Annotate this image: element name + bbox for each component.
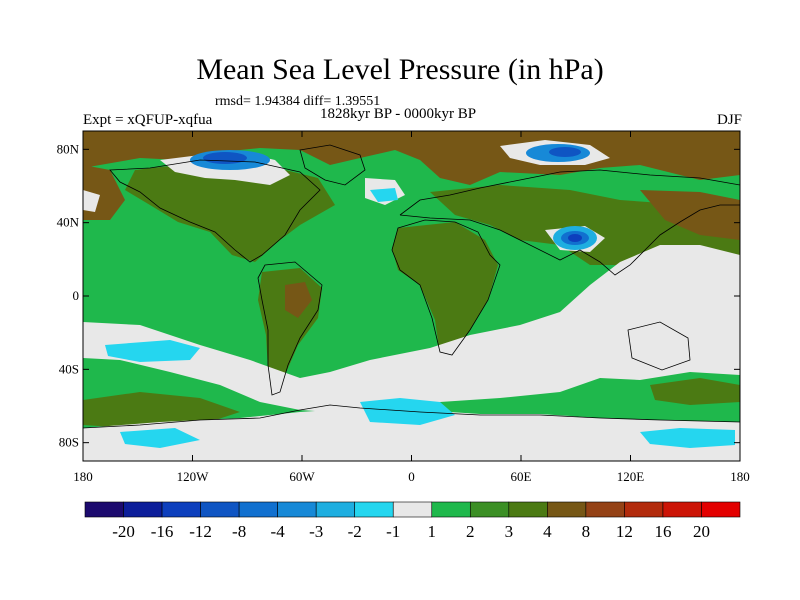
- colorbar-label: 8: [582, 522, 591, 541]
- coastline-antarctica: [83, 404, 740, 429]
- anomaly-region-southern-ocean-neutral: [83, 245, 740, 412]
- anomaly-core-greenland-inner: [203, 152, 247, 164]
- statistics-text: rmsd= 1.94384 diff= 1.39551: [215, 94, 381, 109]
- colorbar-swatch: [238, 501, 278, 518]
- colorbar-swatch: [392, 501, 433, 518]
- anomaly-region-southern-ocean-west: [83, 392, 240, 428]
- colorbar-swatch: [701, 501, 741, 518]
- lon-tick-label: 60W: [289, 469, 315, 484]
- colorbar-swatch: [277, 501, 317, 518]
- anomaly-region-cyan-ross-west: [120, 428, 200, 448]
- anomaly-region-aleutian: [83, 190, 100, 212]
- anomaly-region-amazon: [285, 282, 312, 318]
- coastline-north-america: [109, 159, 321, 263]
- lon-tick-label: 0: [408, 469, 415, 484]
- lon-tick-label: 180: [73, 469, 93, 484]
- colorbar-swatch: [547, 501, 587, 518]
- colorbar-swatch: [431, 501, 471, 518]
- anomaly-region-antarctica: [83, 408, 740, 461]
- lon-tick-label: 120E: [617, 469, 645, 484]
- lat-tick-label: 80S: [59, 435, 79, 450]
- anomaly-negative-cores: [190, 144, 597, 250]
- colorbar-label: 16: [654, 522, 671, 541]
- anomaly-region-cyan-iceland: [370, 188, 398, 202]
- colorbar-label: -1: [386, 522, 400, 541]
- colorbar-swatch: [161, 501, 201, 518]
- latitude-axis: 80N 40N 0 40S 80S: [57, 141, 740, 450]
- coastline-africa: [391, 219, 501, 356]
- lon-tick-label: 120W: [177, 469, 210, 484]
- anomaly-region-africa: [392, 222, 498, 355]
- coastlines: [83, 144, 740, 429]
- lat-tick-label: 40N: [57, 215, 80, 230]
- longitude-axis: 180 120W 60W 0 60E 120E 180: [73, 131, 750, 484]
- colorbar-label: 3: [505, 522, 514, 541]
- colorbar-swatch: [84, 501, 124, 518]
- anomaly-core-siberia-inner: [549, 147, 581, 157]
- coastline-south-america: [257, 261, 323, 396]
- season-label: DJF: [716, 112, 742, 128]
- colorbar-swatch: [315, 501, 356, 518]
- colorbar-label: -8: [232, 522, 246, 541]
- colorbar-swatch: [123, 501, 163, 518]
- colorbar-label: -2: [348, 522, 362, 541]
- colorbar-swatch: [662, 501, 702, 518]
- colorbar-swatch: [200, 501, 240, 518]
- experiment-label: Expt = xQFUP-xqfua: [83, 112, 213, 128]
- colorbar-label: 2: [466, 522, 475, 541]
- lat-tick-label: 80N: [57, 141, 80, 156]
- colorbar-label: 4: [543, 522, 552, 541]
- lon-tick-label: 180: [730, 469, 750, 484]
- colorbar-swatch: [624, 501, 664, 518]
- lat-tick-label: 40S: [59, 361, 79, 376]
- colorbar: -20 -16 -12 -8 -4 -3 -2 -1 1 2 3 4 8 12 16 20: [84, 501, 741, 541]
- colorbar-label: -16: [151, 522, 174, 541]
- coastline-greenland: [299, 144, 366, 186]
- colorbar-swatch: [469, 501, 510, 518]
- lon-tick-label: 60E: [511, 469, 532, 484]
- anomaly-region-southern-ocean-east: [650, 378, 740, 405]
- colorbar-label: -4: [271, 522, 286, 541]
- anomaly-region-east-asia: [640, 190, 740, 240]
- anomaly-field: [83, 131, 740, 461]
- colorbar-label: -12: [189, 522, 212, 541]
- colorbar-label: 12: [616, 522, 633, 541]
- anomaly-core-tibet-inner: [568, 234, 582, 242]
- colorbar-label: -3: [309, 522, 323, 541]
- coastline-eurasia: [399, 169, 740, 276]
- coastline-australia: [627, 321, 691, 371]
- period-label: 1828kyr BP - 0000kyr BP: [320, 106, 477, 122]
- colorbar-label: 20: [693, 522, 710, 541]
- colorbar-label: -20: [112, 522, 135, 541]
- colorbar-swatch: [585, 501, 625, 518]
- map-title: Mean Sea Level Pressure (in hPa): [196, 53, 604, 86]
- anomaly-region-cyan-southpacific: [105, 340, 200, 362]
- anomaly-region-cyan-antarctic-east: [640, 428, 735, 448]
- colorbar-label: 1: [428, 522, 437, 541]
- colorbar-swatch: [354, 501, 394, 518]
- lat-tick-label: 0: [73, 288, 80, 303]
- colorbar-swatch: [508, 501, 548, 518]
